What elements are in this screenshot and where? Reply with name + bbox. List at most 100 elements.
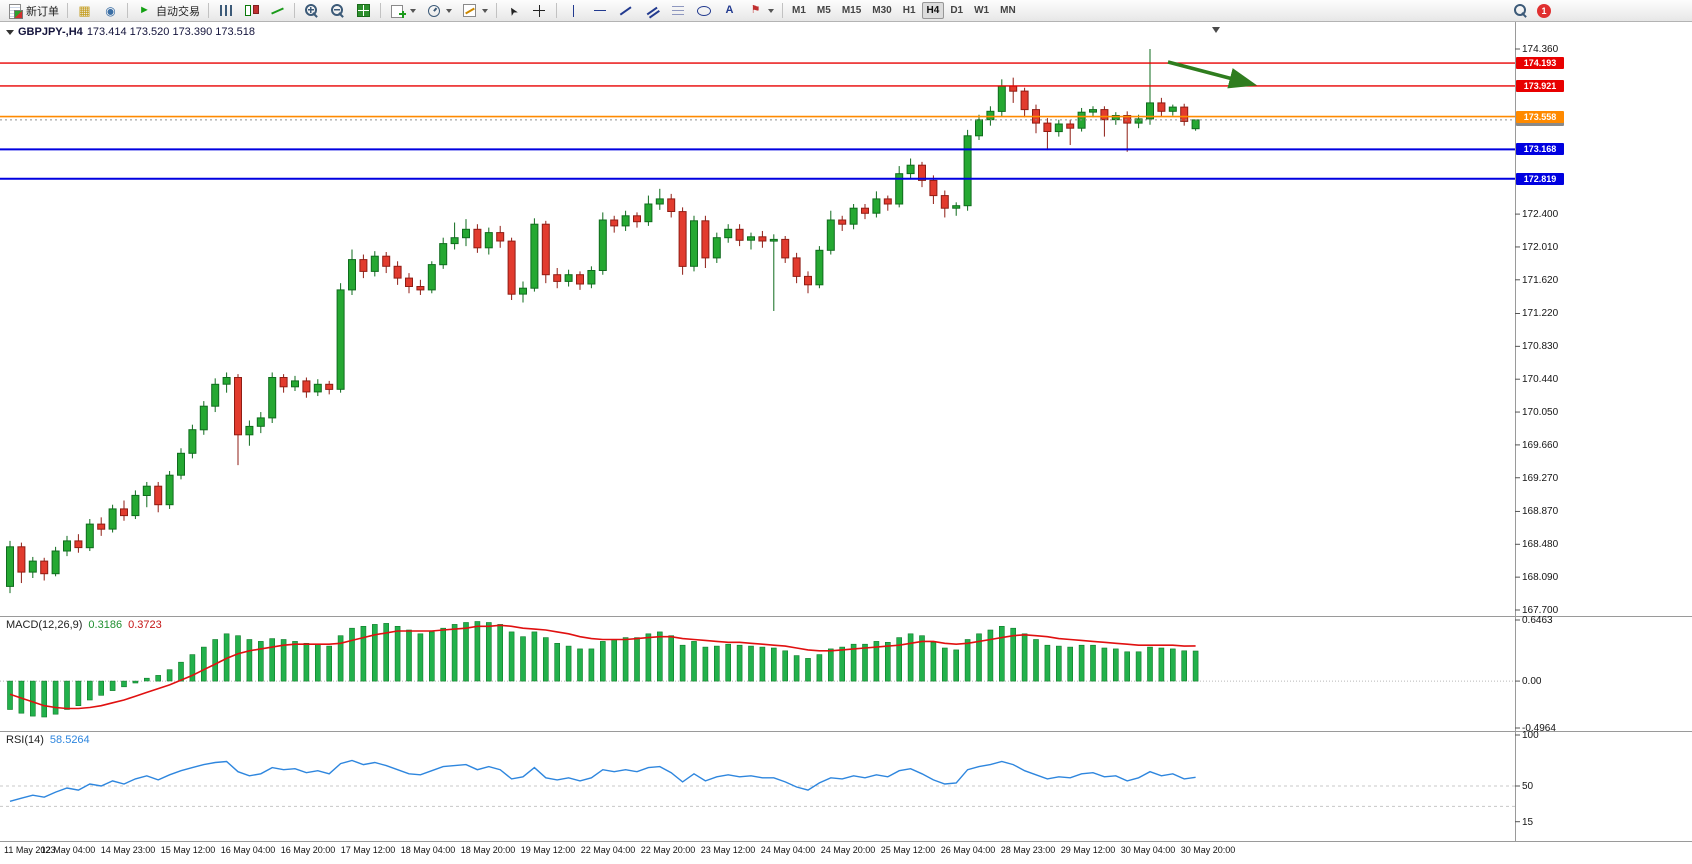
channel-button[interactable] — [639, 0, 664, 21]
chart-title: GBPJPY-,H4 173.414 173.520 173.390 173.5… — [6, 26, 255, 38]
time-label: 19 May 12:00 — [520, 845, 576, 855]
tile-windows-button[interactable] — [351, 0, 376, 21]
bar-chart-icon — [217, 3, 234, 19]
tile-windows-icon — [355, 3, 372, 19]
dropdown-caret-icon — [446, 8, 452, 13]
crosshair-icon — [531, 3, 548, 19]
time-label: 30 May 20:00 — [1180, 845, 1236, 855]
rsi-label: RSI(14) 58.5264 — [6, 734, 90, 746]
chart-shift-marker[interactable] — [1212, 27, 1220, 33]
horizontal-line-button[interactable] — [587, 0, 612, 21]
text-icon: A — [725, 4, 734, 16]
template-button[interactable] — [457, 0, 492, 21]
toolbar-separator — [67, 3, 68, 18]
toolbar-separator — [380, 3, 381, 18]
zoom-out-icon — [329, 3, 346, 19]
timeframe-m1-button[interactable]: M1 — [792, 5, 806, 16]
time-label: 22 May 04:00 — [580, 845, 636, 855]
template-icon — [461, 3, 478, 19]
zoom-out-button[interactable] — [325, 0, 350, 21]
cursor-icon: ➤ — [505, 3, 521, 18]
new-order-button[interactable]: 新订单 — [2, 0, 63, 21]
candlestick-chart-icon — [243, 3, 260, 19]
price-tick: 169.270 — [1522, 472, 1559, 484]
text-button[interactable]: A — [717, 0, 742, 21]
new-order-button-label: 新订单 — [26, 5, 59, 18]
navigator-button[interactable]: ◉ — [98, 0, 123, 21]
trendline-button[interactable] — [613, 0, 638, 21]
auto-trading-button[interactable]: ► 自动交易 — [132, 0, 204, 21]
price-tick: 167.700 — [1522, 605, 1559, 616]
trend-arrow-annotation — [1167, 60, 1258, 89]
timeframe-w1-button[interactable]: W1 — [974, 5, 990, 16]
zoom-in-button[interactable] — [299, 0, 324, 21]
vertical-line-icon — [565, 3, 582, 19]
arrows-button[interactable]: ⚑ — [743, 0, 778, 21]
time-label: 16 May 20:00 — [280, 845, 336, 855]
time-label: 18 May 04:00 — [400, 845, 456, 855]
time-label: 26 May 04:00 — [940, 845, 996, 855]
crosshair-button[interactable] — [527, 0, 552, 21]
dropdown-caret-icon — [482, 8, 488, 13]
timeframe-m30-button[interactable]: M30 — [872, 5, 892, 16]
shapes-button[interactable] — [691, 0, 716, 21]
time-label: 29 May 12:00 — [1060, 845, 1116, 855]
rsi-tick: 100 — [1522, 730, 1539, 741]
price-scale[interactable]: 174.360 172.400 172.010 171.620 171.220 170.8… — [1515, 22, 1692, 841]
bar-chart-button[interactable] — [213, 0, 238, 21]
timeframe-m5-button[interactable]: M5 — [816, 5, 831, 16]
new-chart-button[interactable] — [385, 0, 420, 21]
timeframe-h1-button[interactable]: H1 — [902, 5, 916, 16]
price-tick: 168.480 — [1522, 539, 1559, 551]
macd-label: MACD(12,26,9) 0.3186 0.3723 — [6, 619, 162, 631]
price-tick: 170.440 — [1522, 374, 1559, 386]
time-label: 25 May 12:00 — [880, 845, 936, 855]
toolbar-separator — [208, 3, 209, 18]
time-label: 12 May 04:00 — [40, 845, 96, 855]
navigator-icon: ◉ — [105, 3, 116, 18]
macd-name: MACD(12,26,9) — [6, 619, 83, 631]
toolbar-separator — [782, 3, 783, 18]
time-label: 16 May 04:00 — [220, 845, 276, 855]
price-tick: 172.400 — [1522, 209, 1559, 221]
time-label: 28 May 23:00 — [1000, 845, 1056, 855]
rsi-tick: 15 — [1522, 816, 1534, 828]
time-label: 18 May 20:00 — [460, 845, 516, 855]
rsi-value: 58.5264 — [49, 734, 90, 746]
price-tick: 172.010 — [1522, 241, 1559, 253]
period-button[interactable] — [421, 0, 456, 21]
price-tick: 168.090 — [1522, 572, 1559, 584]
timeframe-d1-button[interactable]: D1 — [950, 5, 964, 16]
rsi-name: RSI(14) — [6, 734, 44, 746]
timeframe-mn-button[interactable]: MN — [1000, 5, 1016, 16]
search-icon[interactable] — [1512, 3, 1529, 19]
price-level-badge: 173.168 — [1516, 143, 1564, 156]
auto-trading-icon: ► — [139, 4, 150, 16]
zoom-in-icon — [303, 3, 320, 19]
rsi-tick: 50 — [1522, 781, 1534, 792]
time-label: 17 May 12:00 — [340, 845, 396, 855]
chevron-down-icon[interactable] — [6, 29, 14, 35]
candlestick-chart-button[interactable] — [239, 0, 264, 21]
time-label: 22 May 20:00 — [640, 845, 696, 855]
time-label: 24 May 20:00 — [820, 845, 876, 855]
price-tick: 170.830 — [1522, 341, 1559, 353]
line-chart-icon — [269, 3, 286, 19]
toolbar-right-group: 1 — [1512, 3, 1551, 19]
notification-badge[interactable]: 1 — [1537, 4, 1551, 18]
new-order-icon — [6, 3, 23, 19]
market-watch-button[interactable]: ▦ — [72, 0, 97, 21]
line-chart-button[interactable] — [265, 0, 290, 21]
fibonacci-icon — [669, 3, 686, 19]
price-tick: 174.360 — [1522, 44, 1559, 55]
timeframe-h4-button[interactable]: H4 — [921, 2, 945, 19]
timeframe-m15-button[interactable]: M15 — [841, 5, 862, 16]
auto-trading-button-label: 自动交易 — [156, 5, 200, 18]
fibonacci-button[interactable] — [665, 0, 690, 21]
time-scale[interactable]: 11 May 2023 12 May 04:00 14 May 23:00 15 Ma… — [0, 841, 1515, 864]
price-tick: 168.870 — [1522, 506, 1559, 518]
vertical-line-button[interactable] — [561, 0, 586, 21]
macd-tick: -0.4964 — [1522, 723, 1556, 734]
cursor-button[interactable]: ➤ — [501, 0, 526, 21]
